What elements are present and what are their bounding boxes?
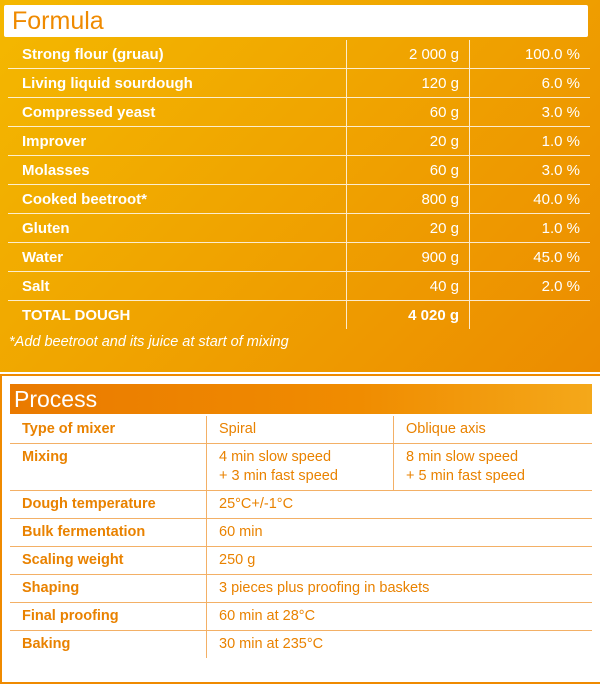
mixing-spiral-line: 4 min slow speed [219,449,332,465]
step-value: 3 pieces plus proofing in baskets [206,574,592,603]
mixing-oblique-line: + 5 min fast speed [406,468,525,484]
ingredient-amount: 120 g [346,68,470,98]
process-title: Process [10,384,592,414]
step-value: 25°C+/-1°C [206,490,592,519]
ingredient-amount: 60 g [346,155,470,185]
table-row: Living liquid sourdough 120 g 6.0 % [8,68,590,98]
formula-title: Formula [4,5,588,37]
step-label: Final proofing [10,602,207,631]
table-row: Scaling weight 250 g [10,546,592,575]
process-table: Type of mixer Spiral Oblique axis Mixing… [10,416,592,658]
ingredient-percent: 3.0 % [469,155,590,185]
ingredient-name: Water [8,242,347,272]
ingredient-name: Salt [8,271,347,301]
table-row: Compressed yeast 60 g 3.0 % [8,97,590,127]
table-row: Salt 40 g 2.0 % [8,271,590,301]
table-row: Shaping 3 pieces plus proofing in basket… [10,574,592,603]
formula-section: Formula Strong flour (gruau) 2 000 g 100… [0,0,600,372]
mixing-spiral: 4 min slow speed + 3 min fast speed [206,443,394,491]
ingredient-amount: 60 g [346,97,470,127]
ingredient-amount: 800 g [346,184,470,214]
table-row: Dough temperature 25°C+/-1°C [10,490,592,519]
total-label: TOTAL DOUGH [22,306,131,324]
ingredient-percent: 1.0 % [469,213,590,243]
total-row: TOTAL DOUGH 4 020 g [8,300,590,329]
table-row: Water 900 g 45.0 % [8,242,590,272]
table-row: Molasses 60 g 3.0 % [8,155,590,185]
step-label: Type of mixer [10,416,207,444]
table-row: Strong flour (gruau) 2 000 g 100.0 % [8,40,590,69]
table-row: Type of mixer Spiral Oblique axis [10,416,592,444]
ingredient-name: Compressed yeast [8,97,347,127]
ingredient-percent: 6.0 % [469,68,590,98]
ingredient-percent: 100.0 % [469,40,590,69]
ingredient-percent: 3.0 % [469,97,590,127]
step-label: Baking [22,636,71,652]
process-section: Process Type of mixer Spiral Oblique axi… [0,374,600,684]
ingredient-name: Strong flour (gruau) [8,40,347,69]
step-value: 60 min at 28°C [206,602,592,631]
total-percent [469,300,590,329]
mixer-spiral: Spiral [206,416,394,444]
formula-footnote: *Add beetroot and its juice at start of … [9,334,289,350]
ingredient-percent: 40.0 % [469,184,590,214]
mixing-spiral-line: + 3 min fast speed [219,468,338,484]
ingredient-percent: 2.0 % [469,271,590,301]
table-row: Baking 30 min at 235°C [10,630,592,658]
ingredient-amount: 900 g [346,242,470,272]
ingredient-amount: 40 g [346,271,470,301]
step-label: Bulk fermentation [10,518,207,547]
ingredient-amount: 20 g [346,126,470,156]
mixer-oblique: Oblique axis [393,416,592,444]
step-value: 250 g [206,546,592,575]
step-value: 30 min at 235°C [206,630,592,658]
step-value: 60 min [206,518,592,547]
table-row: Bulk fermentation 60 min [10,518,592,547]
table-row: Cooked beetroot* 800 g 40.0 % [8,184,590,214]
table-row: Gluten 20 g 1.0 % [8,213,590,243]
ingredient-name: Cooked beetroot* [8,184,347,214]
total-amount: 4 020 g [346,300,470,329]
ingredient-percent: 1.0 % [469,126,590,156]
step-label: Shaping [10,574,207,603]
table-row: Mixing 4 min slow speed + 3 min fast spe… [10,443,592,491]
step-label: Dough temperature [10,490,207,519]
ingredient-amount: 20 g [346,213,470,243]
table-row: Improver 20 g 1.0 % [8,126,590,156]
ingredient-name: Molasses [8,155,347,185]
step-label: Scaling weight [10,546,207,575]
mixing-oblique-line: 8 min slow speed [406,449,519,465]
mixing-oblique: 8 min slow speed + 5 min fast speed [393,443,592,491]
ingredient-name: Gluten [8,213,347,243]
ingredient-percent: 45.0 % [469,242,590,272]
ingredient-amount: 2 000 g [346,40,470,69]
formula-table: Strong flour (gruau) 2 000 g 100.0 % Liv… [8,40,590,329]
ingredient-name: Improver [8,126,347,156]
step-label: Mixing [10,443,207,491]
ingredient-name: Living liquid sourdough [8,68,347,98]
table-row: Final proofing 60 min at 28°C [10,602,592,631]
